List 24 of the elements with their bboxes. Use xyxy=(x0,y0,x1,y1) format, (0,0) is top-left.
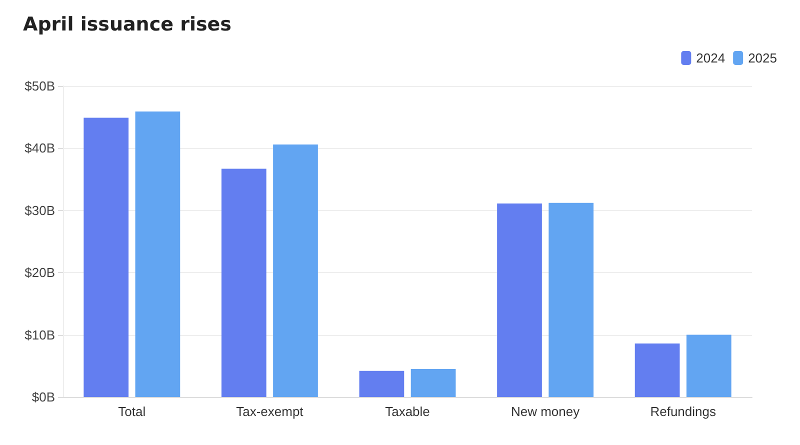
legend-label: 2024 xyxy=(696,50,726,66)
x-tick-label: Tax-exempt xyxy=(236,404,304,419)
x-tick-label: Taxable xyxy=(385,404,430,419)
x-tick-label: New money xyxy=(510,404,580,419)
y-tick-label: $10B xyxy=(24,327,55,342)
x-tick-label: Refundings xyxy=(650,404,716,419)
y-tick-label: $0B xyxy=(32,390,55,404)
x-tick-label: Total xyxy=(118,404,146,419)
bar xyxy=(634,344,680,397)
bar xyxy=(548,202,594,397)
bar xyxy=(686,334,732,397)
chart-title: April issuance rises xyxy=(23,14,232,36)
legend-label: 2025 xyxy=(748,50,777,66)
y-tick-label: $50B xyxy=(24,78,55,94)
y-tick-label: $40B xyxy=(24,140,55,156)
bar xyxy=(359,370,404,397)
y-tick-label: $20B xyxy=(24,265,55,280)
bar xyxy=(135,112,180,397)
bar xyxy=(410,369,456,397)
y-tick-label: $30B xyxy=(24,202,55,218)
bar xyxy=(84,118,129,397)
bar xyxy=(221,168,266,397)
bar xyxy=(497,204,542,397)
bar xyxy=(273,144,318,397)
